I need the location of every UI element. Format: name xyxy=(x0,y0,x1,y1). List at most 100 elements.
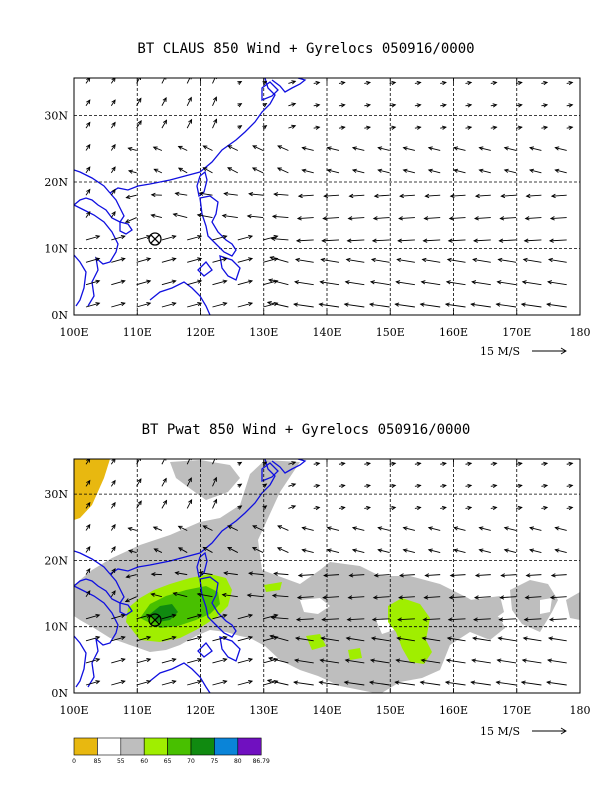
wind-vector-head xyxy=(146,279,152,284)
wind-vector xyxy=(125,596,137,602)
wind-vector-head xyxy=(399,573,404,578)
wind-vector xyxy=(161,120,167,129)
lat-tick-label: 10N xyxy=(44,243,68,256)
wind-vector-head xyxy=(111,99,116,105)
wind-vector-head xyxy=(467,505,473,511)
lat-tick-label: 30N xyxy=(44,488,68,501)
wind-vector-head xyxy=(520,302,526,307)
wind-vector xyxy=(267,301,289,308)
wind-vector xyxy=(425,194,441,197)
wind-vector-head xyxy=(124,218,130,223)
wind-vector-head xyxy=(522,636,528,641)
wind-vector xyxy=(403,169,416,174)
wind-vector xyxy=(504,169,517,174)
wind-vector-head xyxy=(453,168,459,173)
wind-vector xyxy=(277,167,289,174)
wind-vector xyxy=(549,618,567,621)
wind-vector-head xyxy=(448,595,454,600)
wind-vector-head xyxy=(120,657,126,663)
wind-vector-head xyxy=(315,505,321,511)
wind-vector-head xyxy=(416,461,422,466)
wind-vector-head xyxy=(237,81,243,86)
wind-vector-head xyxy=(293,680,299,685)
wind-vector xyxy=(474,239,491,242)
wind-vector-head xyxy=(368,302,374,307)
wind-vector-head xyxy=(447,617,453,622)
wind-vector-head xyxy=(347,595,353,600)
wind-vector xyxy=(136,302,151,308)
wind-vector xyxy=(136,258,151,263)
wind-vector xyxy=(270,256,289,263)
wind-vector-head xyxy=(318,680,324,685)
wind-vector xyxy=(271,617,289,620)
wind-vector-head xyxy=(345,636,351,641)
wind-vector-head xyxy=(294,658,299,663)
wind-vector xyxy=(85,614,100,620)
wind-vector-head xyxy=(420,280,426,285)
wind-vector xyxy=(126,574,137,578)
wind-vector xyxy=(348,217,365,219)
wind-vector-head xyxy=(444,302,450,307)
bottom-gyre-marker xyxy=(148,613,162,627)
bottom-wind-vectors xyxy=(85,459,574,686)
wind-vector-head xyxy=(162,119,168,125)
wind-vector-head xyxy=(196,213,202,218)
wind-vector xyxy=(252,547,264,553)
coast-borneo xyxy=(149,281,211,315)
wind-vector-head xyxy=(419,302,425,307)
wind-vector-head xyxy=(547,636,553,641)
wind-vector-head xyxy=(547,658,552,663)
wind-vector-head xyxy=(246,214,252,219)
wind-vector-head xyxy=(467,461,473,466)
wind-vector-head xyxy=(568,125,574,130)
wind-vector-head xyxy=(453,146,459,151)
wind-vector-head xyxy=(153,548,159,553)
wind-vector xyxy=(345,281,365,286)
wind-vector xyxy=(187,280,202,286)
wind-vector-head xyxy=(427,146,433,151)
wind-vector-head xyxy=(146,657,152,663)
wind-vector-head xyxy=(187,477,192,483)
wind-vector-head xyxy=(397,617,403,622)
wind-vector-head xyxy=(268,278,274,283)
lat-tick-label: 0N xyxy=(51,309,68,322)
lon-tick-label: 150E xyxy=(376,326,405,339)
wind-vector xyxy=(111,302,125,308)
wind-vector xyxy=(524,239,542,242)
wind-vector-head xyxy=(301,526,307,531)
wind-vector xyxy=(403,527,416,531)
wind-vector xyxy=(445,303,466,308)
wind-vector-head xyxy=(497,636,503,641)
wind-vector-head xyxy=(326,168,332,173)
wind-vector-head xyxy=(499,595,505,600)
wind-vector xyxy=(450,194,466,197)
colorbar-swatch xyxy=(190,737,215,756)
wind-vector-head xyxy=(497,257,503,263)
colorbar-label: 85 xyxy=(94,758,102,765)
coast-philippines-s xyxy=(197,255,241,281)
wind-vector xyxy=(128,527,137,531)
wind-vector xyxy=(153,526,163,531)
lat-tick-label: 0N xyxy=(51,687,68,700)
wind-vector xyxy=(222,215,238,219)
wind-vector-head xyxy=(423,216,429,221)
wind-vector xyxy=(186,477,192,487)
wind-vector-head xyxy=(297,193,303,199)
wind-vector-head xyxy=(248,191,254,197)
wind-vector xyxy=(496,303,517,308)
wind-vector xyxy=(294,659,314,664)
wind-vector-head xyxy=(295,238,301,243)
wind-vector-head xyxy=(273,613,279,618)
wind-vector-head xyxy=(172,591,178,597)
wind-vector xyxy=(288,505,296,509)
wind-vector xyxy=(421,659,441,664)
wind-vector-head xyxy=(524,216,530,221)
wind-vector-head xyxy=(422,617,428,622)
wind-vector xyxy=(111,680,125,686)
wind-vector xyxy=(252,525,264,531)
lon-tick-label: 110E xyxy=(123,326,152,339)
wind-vector-head xyxy=(127,147,133,152)
wind-vector xyxy=(277,525,289,531)
wind-vector xyxy=(322,239,340,242)
wind-vector xyxy=(227,525,238,531)
